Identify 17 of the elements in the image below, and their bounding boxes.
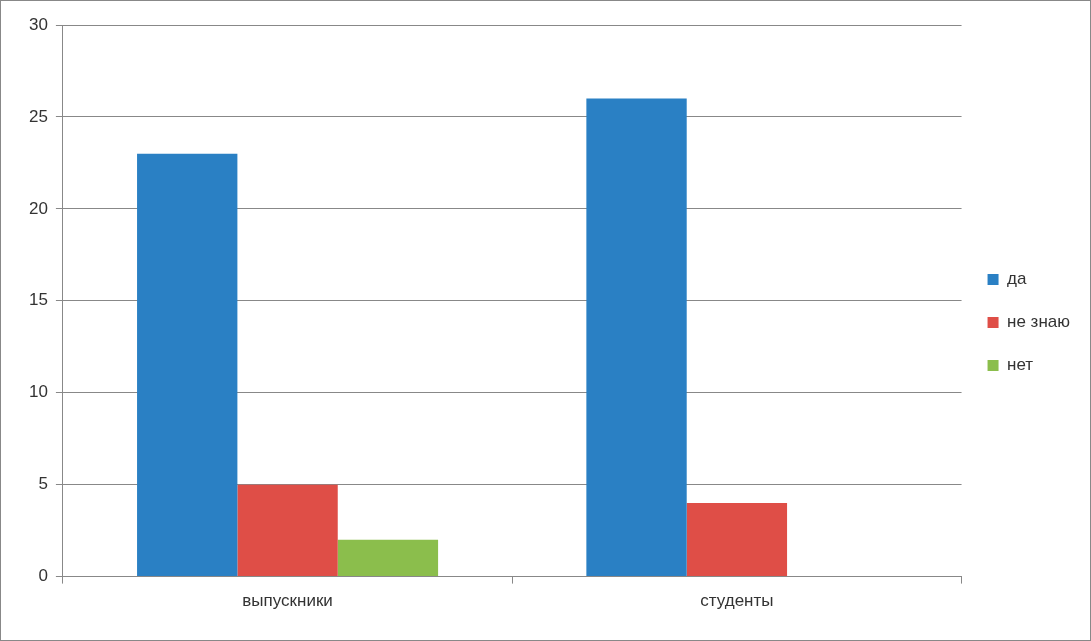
- y-tick-label: 25: [28, 106, 48, 126]
- y-tick-label: 5: [38, 474, 48, 494]
- legend-label: не знаю: [1007, 312, 1071, 332]
- bar: [686, 503, 788, 577]
- y-tick-label: 30: [28, 14, 48, 34]
- y-tick-label: 15: [28, 290, 48, 310]
- legend-label: нет: [1007, 355, 1034, 375]
- bar: [337, 539, 439, 577]
- x-tick-label: выпускники: [242, 591, 333, 611]
- legend-label: да: [1007, 269, 1027, 289]
- y-tick-label: 20: [28, 198, 48, 218]
- y-tick-label: 10: [28, 382, 48, 402]
- bar: [237, 484, 338, 577]
- x-tick-label: студенты: [700, 591, 774, 611]
- bar: [137, 153, 238, 577]
- bar: [586, 98, 687, 577]
- y-tick-label: 0: [38, 566, 48, 586]
